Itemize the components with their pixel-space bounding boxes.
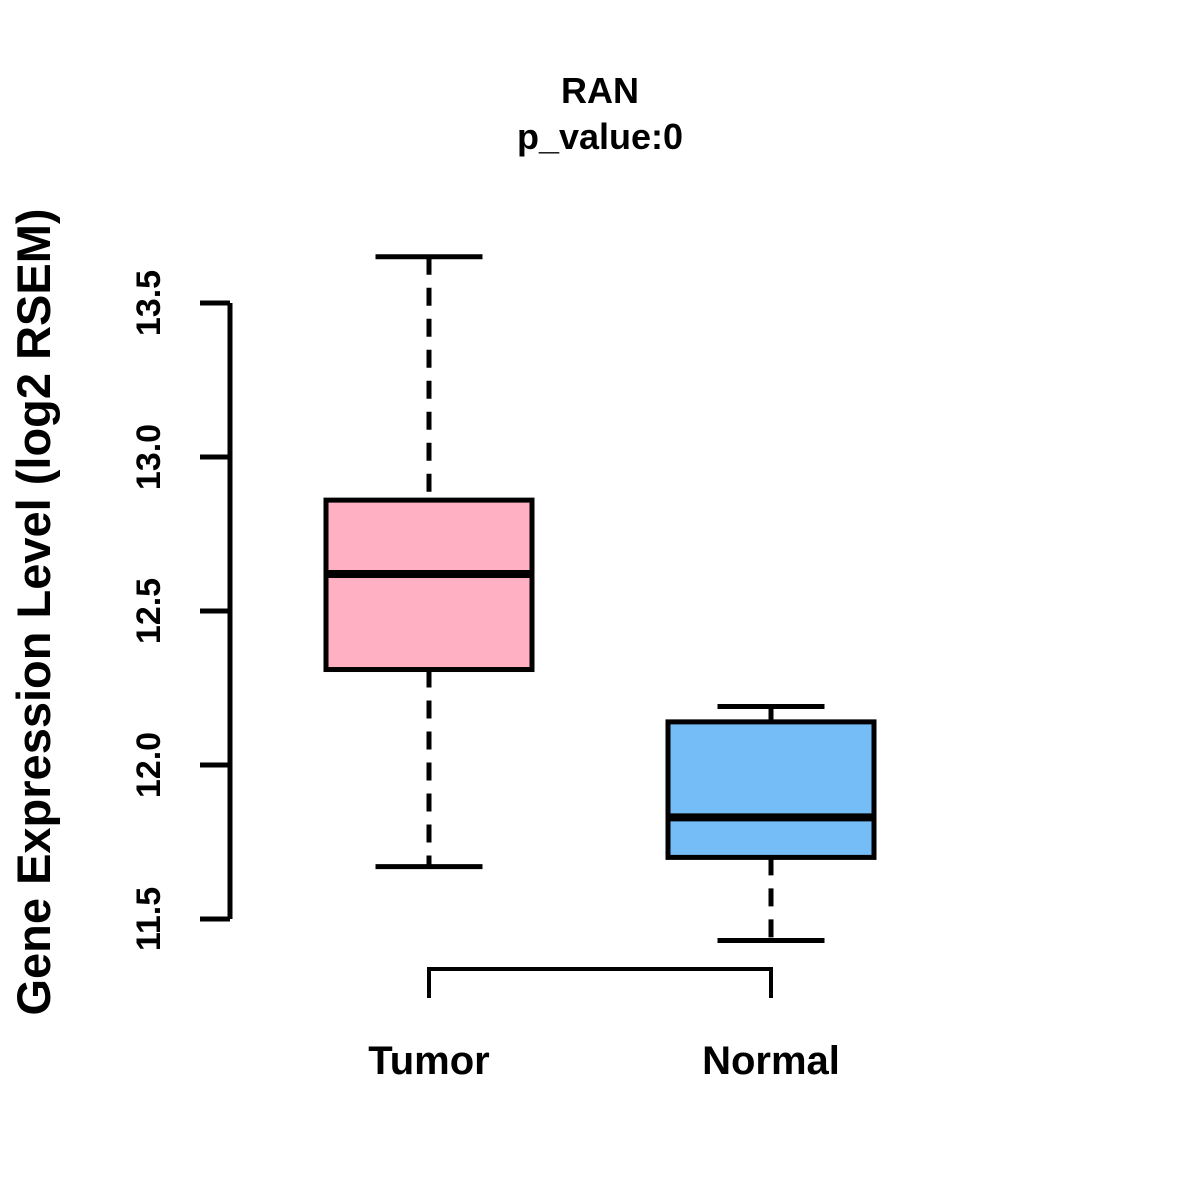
y-axis-tick-label: 12.0	[130, 732, 168, 798]
y-axis-tick-label: 13.0	[130, 424, 168, 490]
chart-subtitle: p_value:0	[516, 116, 684, 157]
x-category-label-tumor: Tumor	[368, 1039, 489, 1083]
chart-title: RAN	[561, 70, 639, 111]
tumor-box	[323, 497, 535, 673]
y-axis-tick-label: 12.5	[130, 578, 168, 644]
group-bracket	[427, 967, 773, 998]
y-axis-title: Gene Expression Level (log2 RSEM)	[7, 208, 60, 1016]
y-axis-tick-label: 11.5	[130, 887, 168, 951]
normal-box	[665, 719, 877, 860]
y-axis-tick-label: 13.5	[130, 270, 168, 336]
x-category-label-normal: Normal	[702, 1039, 840, 1083]
